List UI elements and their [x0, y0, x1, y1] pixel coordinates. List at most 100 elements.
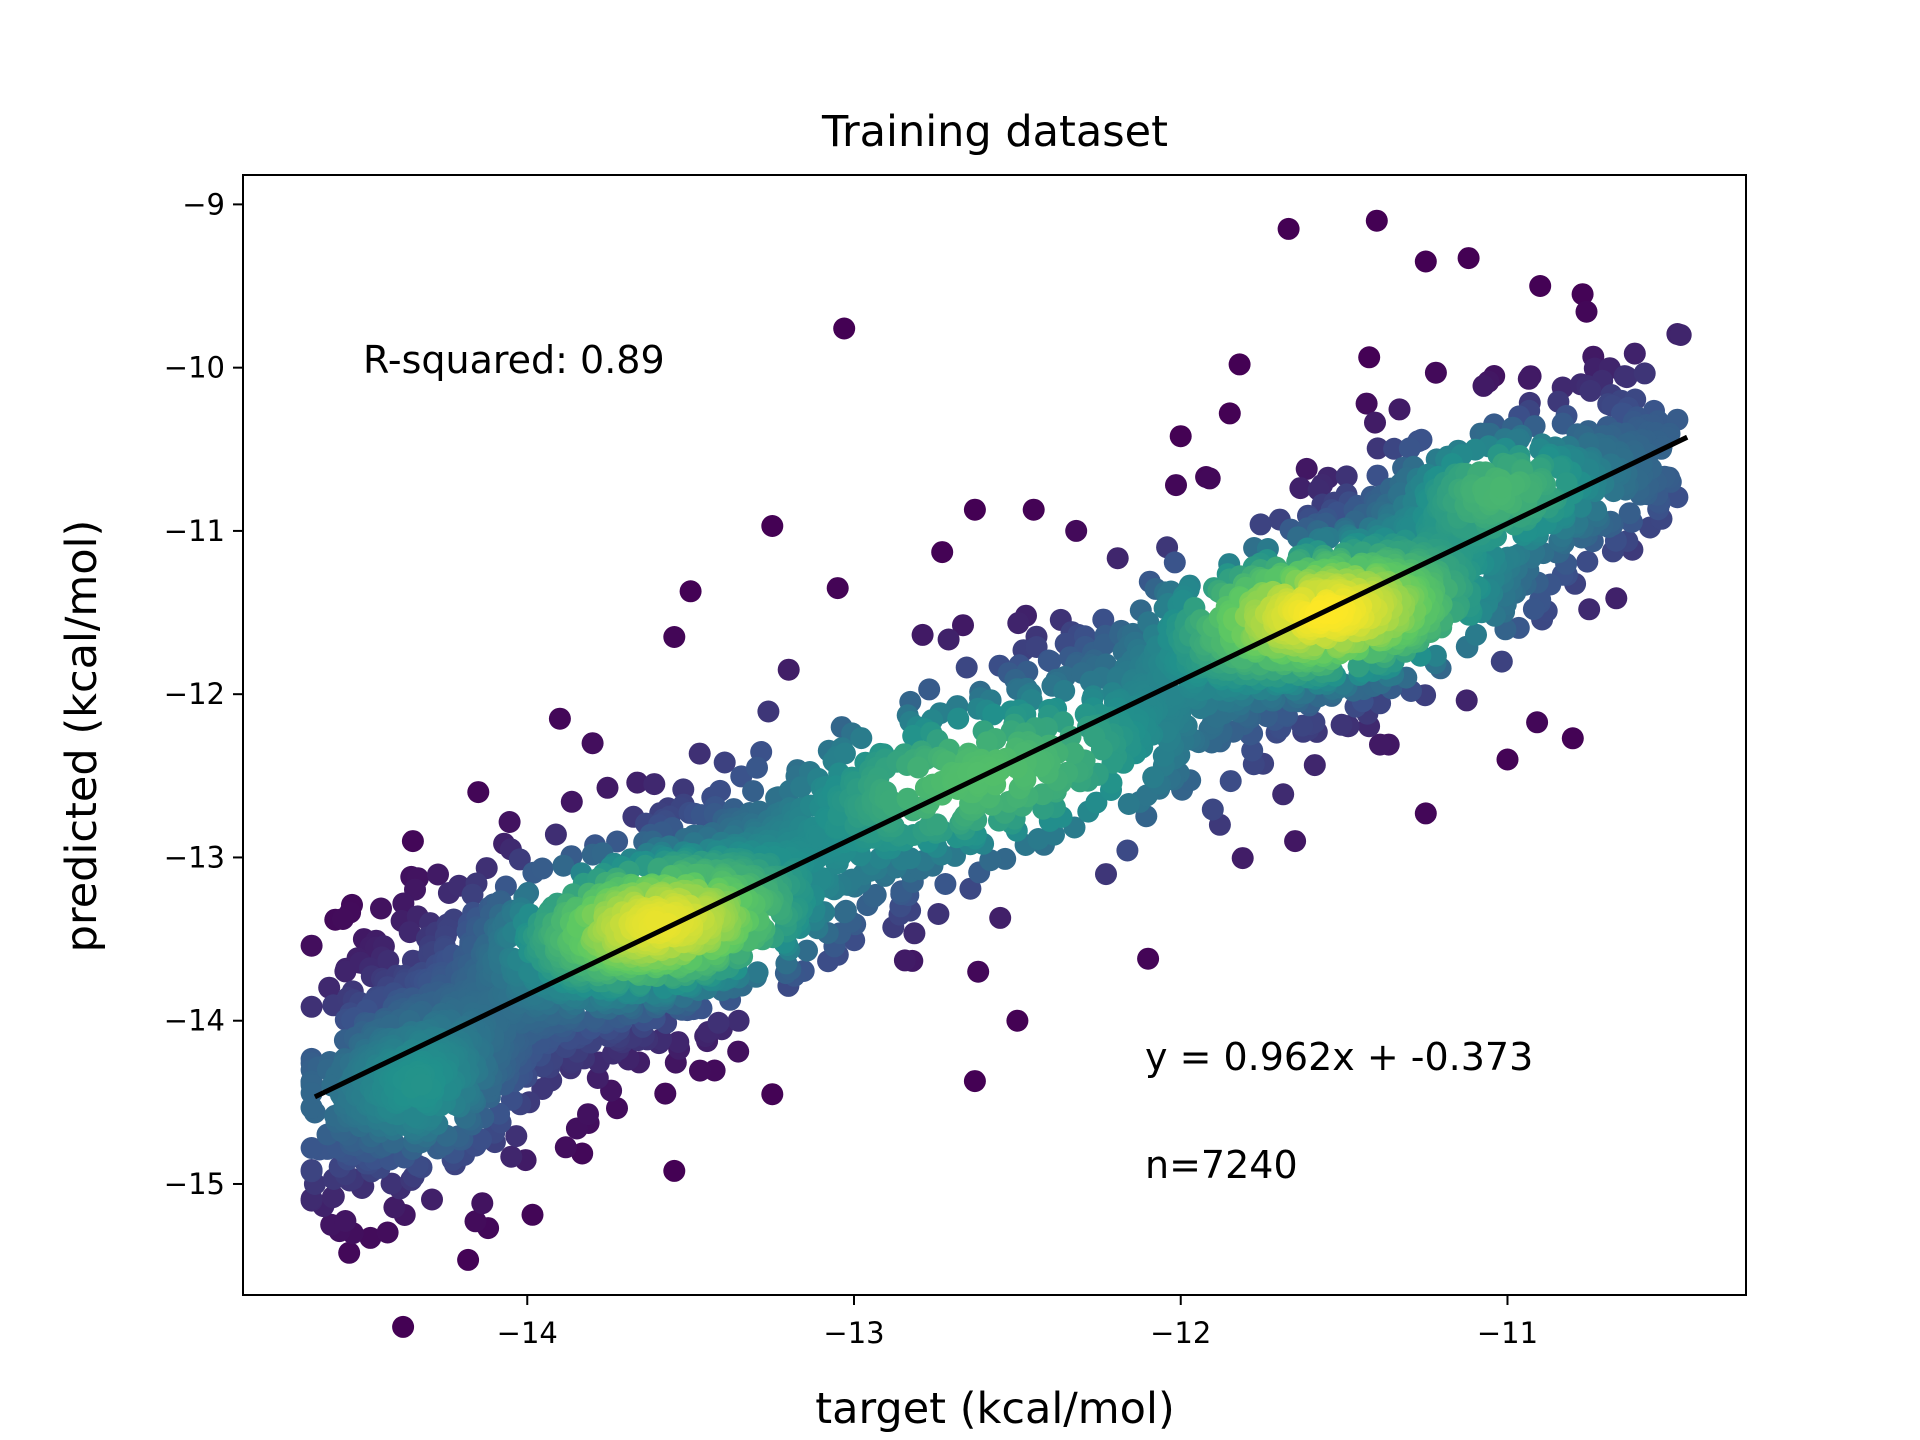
scatter-point: [937, 628, 960, 651]
scatter-point: [893, 949, 916, 972]
scatter-point: [757, 700, 780, 723]
scatter-point: [1142, 766, 1165, 789]
scatter-point: [1231, 847, 1254, 870]
sample-count-annotation: n=7240: [1145, 1143, 1298, 1187]
scatter-point: [1272, 783, 1295, 806]
scatter-point: [392, 1315, 415, 1338]
y-tick-label: −15: [164, 1167, 225, 1201]
scatter-point: [1369, 733, 1391, 756]
scatter-point: [467, 781, 490, 804]
scatter-point: [746, 756, 768, 779]
scatter-point: [864, 883, 887, 906]
scatter-point: [1289, 477, 1312, 500]
scatter-point: [952, 614, 974, 637]
scatter-point: [967, 960, 990, 983]
scatter-point: [1358, 346, 1381, 369]
scatter-point: [1605, 587, 1628, 610]
scatter-point: [1053, 679, 1076, 702]
scatter-point: [1201, 798, 1224, 821]
scatter-point: [1364, 411, 1386, 434]
scatter-point: [1388, 398, 1411, 421]
scatter-point: [879, 789, 902, 812]
y-tick-label: −10: [164, 351, 225, 385]
scatter-point: [1007, 612, 1030, 635]
scatter-point: [500, 1145, 523, 1168]
scatter-point: [1249, 513, 1272, 536]
scatter-point: [688, 742, 711, 765]
scatter-point: [896, 787, 919, 810]
scatter-point: [979, 849, 1002, 872]
fit-line-layer: [313, 434, 1689, 1100]
scatter-point: [899, 847, 922, 870]
scatter-point: [1095, 863, 1117, 886]
scatter-point: [334, 960, 357, 983]
scatter-point: [300, 934, 323, 957]
scatter-point: [380, 1172, 403, 1195]
scatter-point: [1006, 1009, 1029, 1032]
scatter-point: [667, 1031, 690, 1054]
scatter-point: [1106, 547, 1129, 570]
scatter-point: [976, 731, 998, 754]
regression-line: [313, 434, 1689, 1100]
scatter-point: [654, 1082, 677, 1105]
chart-title: Training dataset: [821, 107, 1168, 157]
scatter-point: [947, 707, 970, 730]
scatter-point: [727, 1009, 750, 1032]
scatter-point: [521, 1203, 544, 1226]
scatter-point: [1414, 802, 1437, 825]
scatter-point: [1092, 608, 1115, 631]
scatter-point: [911, 623, 934, 646]
scatter-point: [1383, 437, 1406, 460]
scatter-point: [1083, 725, 1106, 748]
scatter-point: [1116, 839, 1139, 862]
scatter-point: [1576, 550, 1599, 573]
scatter-point: [577, 1103, 599, 1126]
scatter-point: [989, 906, 1012, 929]
scatter-point: [833, 317, 856, 340]
scatter-point: [606, 830, 629, 853]
scatter-point: [1424, 644, 1447, 667]
y-tick-label: −12: [164, 677, 225, 711]
x-tick-label: −14: [497, 1316, 558, 1350]
scatter-point: [376, 1221, 399, 1244]
scatter-point: [1219, 770, 1242, 793]
scatter-point: [1414, 250, 1437, 273]
scatter-point: [826, 577, 849, 600]
scatter-point: [1165, 474, 1187, 497]
scatter-point: [334, 1210, 357, 1232]
y-axis: −9 −10 −11 −12 −13 −14 −15: [164, 187, 243, 1201]
scatter-point: [1579, 379, 1602, 402]
scatter-point: [761, 515, 784, 537]
scatter-point: [918, 678, 941, 701]
scatter-point: [1163, 551, 1186, 574]
scatter-point: [927, 903, 950, 925]
scatter-point: [963, 1070, 986, 1093]
scatter-point: [1062, 742, 1085, 765]
scatter-point: [370, 897, 392, 920]
scatter-point: [663, 626, 686, 648]
scatter-point: [1490, 476, 1512, 499]
scatter-point: [1085, 791, 1108, 814]
x-tick-label: −11: [1477, 1316, 1538, 1350]
scatter-point: [1022, 498, 1045, 521]
scatter-point: [1335, 465, 1358, 488]
scatter-point: [1555, 472, 1578, 495]
scatter-point: [1065, 519, 1088, 542]
scatter-point: [300, 995, 323, 1018]
scatter-point: [471, 1192, 494, 1215]
scatter-point: [679, 580, 702, 603]
y-tick-label: −11: [164, 514, 225, 548]
scatter-point: [531, 857, 554, 880]
scatter-point: [1303, 754, 1326, 777]
scatter-point: [833, 742, 856, 765]
scatter-point: [596, 776, 619, 799]
scatter-point: [359, 1226, 382, 1249]
scatter-point: [1039, 650, 1062, 673]
scatter-point: [338, 1241, 361, 1264]
scatter-point: [1669, 324, 1692, 346]
scatter-point: [1277, 217, 1300, 240]
scatter-point: [713, 751, 736, 774]
scatter-point: [544, 823, 567, 846]
scatter-point: [790, 776, 813, 799]
